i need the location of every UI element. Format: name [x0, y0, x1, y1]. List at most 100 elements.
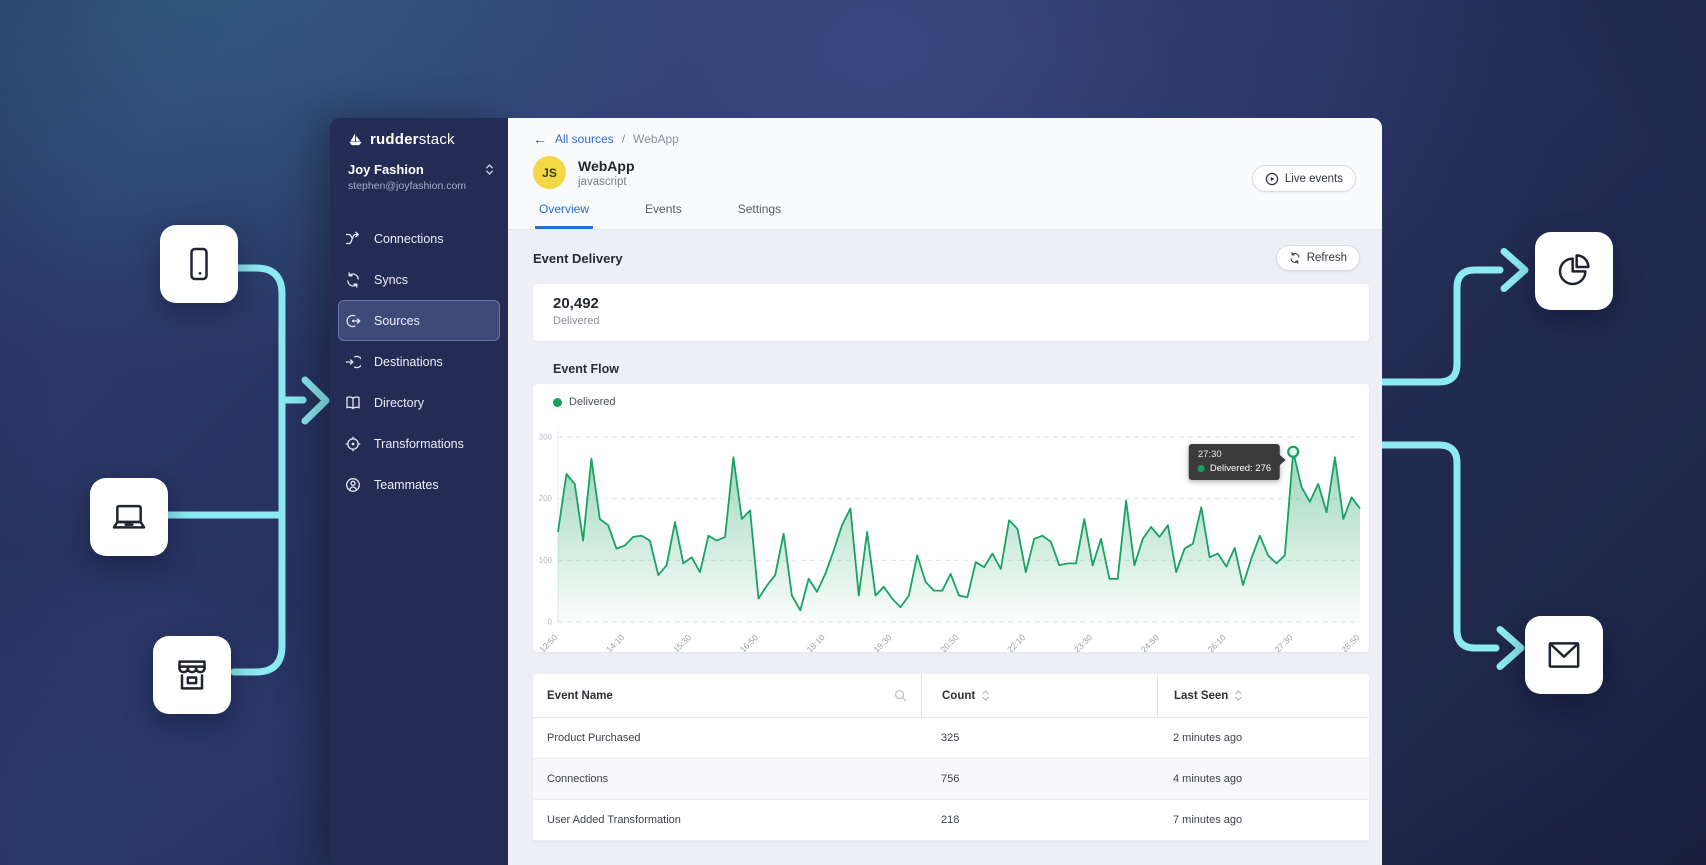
cell-event-name: Product Purchased [533, 732, 921, 744]
sort-icon[interactable] [1234, 689, 1243, 702]
main-panel: ← All sources / WebApp JS WebApp javascr… [508, 118, 1382, 865]
panel-header: ← All sources / WebApp JS WebApp javascr… [508, 118, 1382, 230]
flow-line-to-pie [1368, 270, 1500, 382]
mobile-source-card [160, 225, 238, 303]
live-events-label: Live events [1285, 173, 1343, 185]
svg-text:200: 200 [539, 494, 553, 503]
sidebar-item-label: Syncs [374, 273, 408, 287]
store-icon [172, 655, 212, 695]
svg-text:27:30: 27:30 [1272, 632, 1294, 652]
tooltip-series-dot [1198, 465, 1205, 472]
delivered-stat-card: 20,492 Delivered [533, 284, 1369, 341]
destinations-icon [345, 354, 361, 370]
event-delivery-header: Event Delivery Refresh [508, 230, 1382, 272]
svg-text:18:10: 18:10 [805, 632, 827, 652]
email-destination-card [1525, 616, 1603, 694]
column-event-name[interactable]: Event Name [547, 690, 613, 702]
sidebar: rudderstack Joy Fashion stephen@joyfashi… [330, 118, 508, 865]
sidebar-item-destinations[interactable]: Destinations [338, 341, 500, 382]
svg-text:100: 100 [539, 556, 553, 565]
brand-logo: rudderstack [330, 131, 508, 148]
transformations-icon [345, 436, 361, 452]
refresh-button[interactable]: Refresh [1276, 245, 1360, 271]
stat-label: Delivered [553, 315, 1369, 327]
arrow-right-icon [1504, 252, 1525, 289]
chart-legend: Delivered [553, 396, 615, 408]
sidebar-item-transformations[interactable]: Transformations [338, 423, 500, 464]
flow-line-to-mail [1368, 445, 1496, 648]
cell-event-name: User Added Transformation [533, 814, 921, 826]
breadcrumb-separator: / [622, 132, 625, 146]
search-icon[interactable] [894, 689, 907, 702]
events-table: Event Name Count Last Seen Product Purch… [533, 674, 1369, 841]
svg-text:26:10: 26:10 [1206, 632, 1228, 652]
store-source-card [153, 636, 231, 714]
hovered-data-point [1288, 447, 1298, 457]
event-flow-chart: Delivered 010020030012:5014:1015:3016:50… [533, 384, 1369, 652]
sidebar-item-syncs[interactable]: Syncs [338, 259, 500, 300]
panel-body: Event Delivery Refresh 20,492 Delivered … [508, 230, 1382, 865]
pie-chart-icon [1554, 251, 1594, 291]
sidebar-item-label: Sources [374, 314, 420, 328]
svg-text:19:30: 19:30 [871, 632, 893, 652]
laptop-source-card [90, 478, 168, 556]
table-body: Product Purchased3252 minutes agoConnect… [533, 718, 1369, 841]
brand-name-bold: rudder [370, 131, 419, 148]
sidebar-item-label: Directory [374, 396, 424, 410]
brand-name: rudderstack [370, 131, 455, 148]
area-chart[interactable]: 010020030012:5014:1015:3016:5018:1019:30… [533, 384, 1369, 652]
legend-dot-delivered [553, 398, 562, 407]
sidebar-item-directory[interactable]: Directory [338, 382, 500, 423]
sidebar-item-teammates[interactable]: Teammates [338, 464, 500, 505]
svg-text:0: 0 [548, 618, 553, 627]
column-last-seen[interactable]: Last Seen [1174, 690, 1228, 702]
table-row[interactable]: User Added Transformation2187 minutes ag… [533, 800, 1369, 841]
refresh-label: Refresh [1307, 252, 1347, 264]
table-row[interactable]: Connections7564 minutes ago [533, 759, 1369, 800]
svg-text:14:10: 14:10 [604, 632, 626, 652]
app-background: rudderstack Joy Fashion stephen@joyfashi… [0, 0, 1706, 865]
rudderstack-logo-icon [348, 132, 363, 147]
sidebar-item-sources[interactable]: Sources [338, 300, 500, 341]
workspace-switcher[interactable]: Joy Fashion stephen@joyfashion.com [330, 148, 508, 192]
cell-count: 218 [921, 814, 1157, 826]
tab-settings[interactable]: Settings [734, 202, 785, 229]
workspace-email: stephen@joyfashion.com [348, 180, 494, 192]
section-title: Event Delivery [533, 251, 623, 266]
table-row[interactable]: Product Purchased3252 minutes ago [533, 718, 1369, 759]
svg-text:28:50: 28:50 [1339, 632, 1361, 652]
chevron-up-down-icon [485, 163, 494, 176]
breadcrumb-current: WebApp [633, 132, 679, 146]
brand-name-light: stack [419, 131, 455, 148]
svg-text:300: 300 [539, 433, 553, 442]
flow-line-phone-to-store [234, 268, 282, 672]
laptop-icon [109, 497, 149, 537]
arrow-right-icon [1500, 630, 1521, 667]
refresh-icon [1289, 252, 1301, 264]
back-arrow-icon[interactable]: ← [533, 132, 547, 146]
table-header: Event Name Count Last Seen [533, 674, 1369, 718]
chart-title: Event Flow [553, 362, 1382, 378]
stat-value: 20,492 [553, 295, 1369, 312]
source-name: WebApp [578, 158, 635, 174]
source-header: JS WebApp javascript [533, 156, 1356, 189]
breadcrumb-link-all-sources[interactable]: All sources [555, 132, 614, 146]
sort-icon[interactable] [981, 689, 990, 702]
directory-icon [345, 395, 361, 411]
tab-events[interactable]: Events [641, 202, 686, 229]
cell-event-name: Connections [533, 773, 921, 785]
analytics-destination-card [1535, 232, 1613, 310]
teammates-icon [345, 477, 361, 493]
svg-text:20:50: 20:50 [938, 632, 960, 652]
mail-icon [1544, 635, 1584, 675]
connections-icon [345, 231, 361, 247]
cell-count: 756 [921, 773, 1157, 785]
tooltip-time: 27:30 [1198, 449, 1271, 460]
phone-icon [179, 244, 219, 284]
svg-text:22:10: 22:10 [1005, 632, 1027, 652]
live-events-button[interactable]: Live events [1252, 165, 1356, 192]
column-count[interactable]: Count [942, 690, 975, 702]
svg-text:15:30: 15:30 [671, 632, 693, 652]
tab-overview[interactable]: Overview [535, 202, 593, 229]
sidebar-item-connections[interactable]: Connections [338, 218, 500, 259]
